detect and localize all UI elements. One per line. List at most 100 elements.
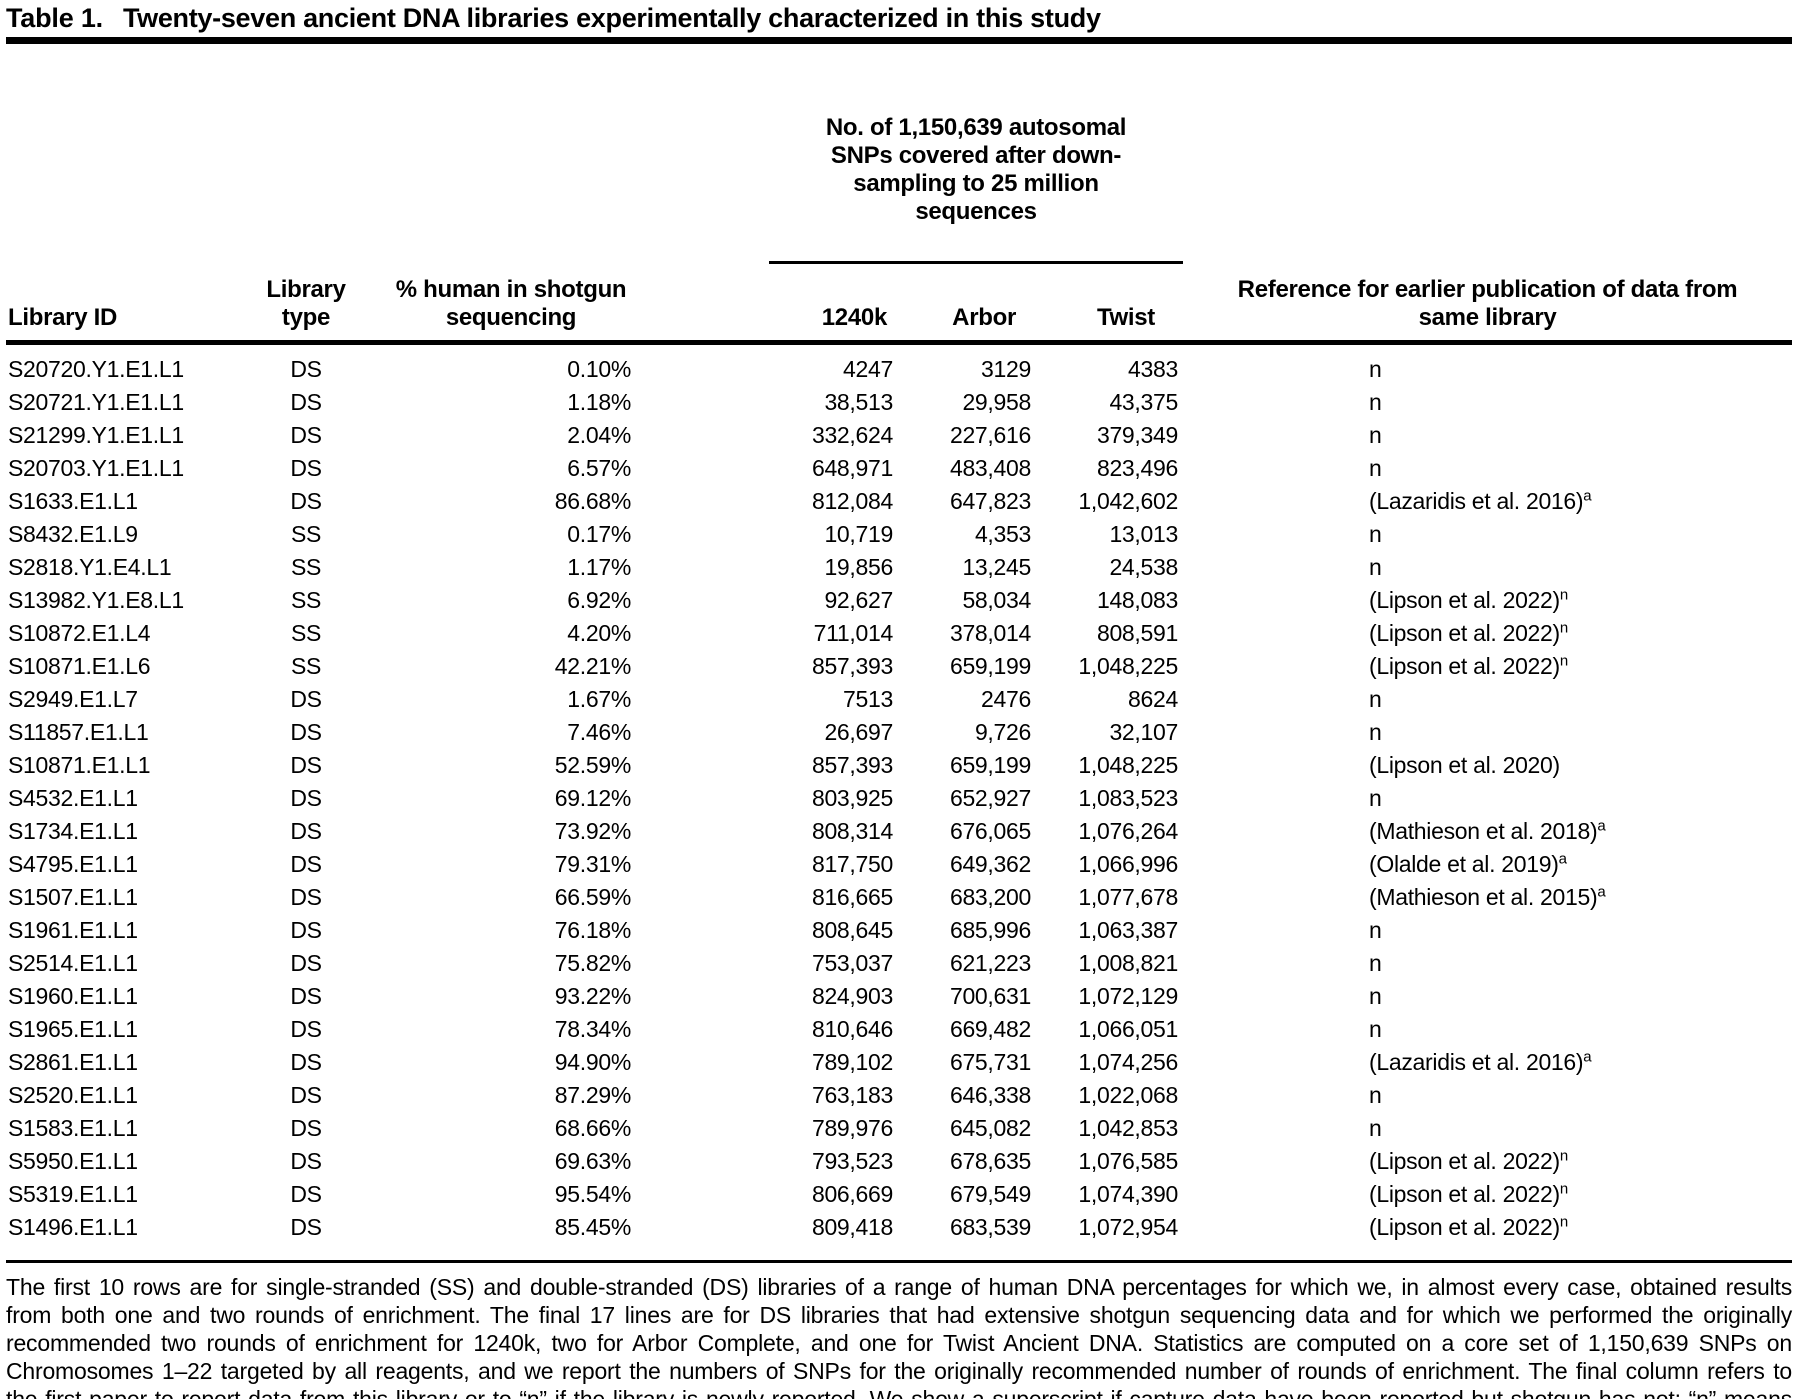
pct-human-cell: 69.63% — [554, 1148, 632, 1174]
snps-arbor-cell: 700,631 — [949, 983, 1031, 1009]
pct-human-cell: 85.45% — [554, 1214, 632, 1240]
library-id-cell: S2861.E1.L1 — [8, 1049, 138, 1075]
snps-twist-cell: 4383 — [1128, 356, 1178, 382]
pct-human-cell: 42.21% — [554, 653, 632, 679]
pct-human-cell: 6.57% — [567, 455, 631, 481]
library-type-cell: DS — [290, 983, 322, 1009]
snps-arbor-cell: 676,065 — [949, 818, 1031, 844]
col-header-library-id: Library ID — [6, 56, 241, 345]
library-id-cell: S1507.E1.L1 — [8, 884, 138, 910]
library-id-cell: S1633.E1.L1 — [8, 488, 138, 514]
reference-cell: n — [1183, 452, 1792, 485]
library-type-cell: SS — [290, 554, 322, 580]
library-type-cell: DS — [290, 422, 322, 448]
snps-twist-cell: 1,048,225 — [1078, 653, 1178, 679]
reference-text: n — [1369, 422, 1382, 448]
reference-cell: n — [1183, 386, 1792, 419]
col-header-pct-human: % human in shotgun sequencing — [371, 56, 651, 345]
reference-text: n — [1369, 1082, 1382, 1108]
snps-arbor-cell: 678,635 — [949, 1148, 1031, 1174]
snps-twist-cell: 148,083 — [1096, 587, 1178, 613]
reference-cell: n — [1183, 343, 1792, 387]
snps-1240k-cell: 803,925 — [811, 785, 893, 811]
table-row: S1961.E1.L1 DS 76.18% 808,645 685,996 1,063,3… — [6, 914, 1792, 947]
library-type-cell: SS — [290, 653, 322, 679]
reference-cell: n — [1183, 1079, 1792, 1112]
snps-twist-cell: 1,074,390 — [1078, 1181, 1178, 1207]
snps-1240k-cell: 808,314 — [811, 818, 893, 844]
pct-human-cell: 69.12% — [554, 785, 632, 811]
library-type-cell: DS — [290, 1181, 322, 1207]
library-id-cell: S11857.E1.L1 — [8, 719, 149, 745]
snps-1240k-cell: 809,418 — [811, 1214, 893, 1240]
table-row: S1633.E1.L1 DS 86.68% 812,084 647,823 1,042,6… — [6, 485, 1792, 518]
pct-human-cell: 95.54% — [554, 1181, 632, 1207]
table-row: S13982.Y1.E8.L1 SS 6.92% 92,627 58,034 148,08… — [6, 584, 1792, 617]
group-header-underline: No. of 1,150,639 autosomal SNPs covered … — [769, 84, 1183, 264]
reference-cell: (Olalde et al. 2019)a — [1183, 848, 1792, 881]
snps-arbor-cell: 646,338 — [949, 1082, 1031, 1108]
snps-1240k-cell: 816,665 — [811, 884, 893, 910]
library-id-cell: S5950.E1.L1 — [8, 1148, 138, 1174]
library-id-cell: S1960.E1.L1 — [8, 983, 138, 1009]
snps-twist-cell: 1,072,129 — [1078, 983, 1178, 1009]
col-header-1240k: 1240k — [651, 292, 901, 345]
reference-superscript: a — [1558, 850, 1567, 868]
snps-arbor-cell: 227,616 — [949, 422, 1031, 448]
pct-human-cell: 6.92% — [567, 587, 631, 613]
snps-twist-cell: 1,008,821 — [1078, 950, 1178, 976]
reference-cell: n — [1183, 782, 1792, 815]
library-type-cell: DS — [290, 818, 322, 844]
pct-human-cell: 2.04% — [567, 422, 631, 448]
pct-human-cell: 76.18% — [554, 917, 632, 943]
reference-text: (Olalde et al. 2019) — [1369, 851, 1559, 877]
library-type-cell: DS — [290, 785, 322, 811]
table-row: S4795.E1.L1 DS 79.31% 817,750 649,362 1,066,9… — [6, 848, 1792, 881]
reference-cell: (Lazaridis et al. 2016)a — [1183, 485, 1792, 518]
snps-1240k-cell: 4247 — [843, 356, 893, 382]
pct-human-cell: 79.31% — [554, 851, 632, 877]
table-row: S20721.Y1.E1.L1 DS 1.18% 38,513 29,958 43,375… — [6, 386, 1792, 419]
snps-arbor-cell: 378,014 — [949, 620, 1031, 646]
library-id-cell: S10871.E1.L1 — [8, 752, 151, 778]
reference-text: n — [1369, 785, 1382, 811]
table-footnote: The first 10 rows are for single-strande… — [6, 1274, 1792, 1399]
snps-arbor-cell: 649,362 — [949, 851, 1031, 877]
snps-twist-cell: 1,066,051 — [1078, 1016, 1178, 1042]
reference-text: n — [1369, 1016, 1382, 1042]
table-row: S11857.E1.L1 DS 7.46% 26,697 9,726 32,107 n — [6, 716, 1792, 749]
snps-twist-cell: 1,022,068 — [1078, 1082, 1178, 1108]
library-type-cell: SS — [290, 620, 322, 646]
library-type-cell: DS — [290, 488, 322, 514]
table-number-label: Table 1. — [6, 3, 103, 33]
reference-text: (Lipson et al. 2022) — [1369, 1181, 1560, 1207]
library-id-cell: S10872.E1.L4 — [8, 620, 151, 646]
reference-superscript: a — [1597, 883, 1606, 901]
library-type-cell: DS — [290, 752, 322, 778]
table-row: S20720.Y1.E1.L1 DS 0.10% 4247 3129 4383 n — [6, 343, 1792, 387]
library-type-cell: DS — [290, 686, 322, 712]
library-id-cell: S10871.E1.L6 — [8, 653, 151, 679]
table-row: S10871.E1.L1 DS 52.59% 857,393 659,199 1,048,… — [6, 749, 1792, 782]
reference-cell: n — [1183, 518, 1792, 551]
snps-arbor-cell: 659,199 — [949, 752, 1031, 778]
library-id-cell: S2949.E1.L7 — [8, 686, 138, 712]
library-id-cell: S4532.E1.L1 — [8, 785, 138, 811]
snps-twist-cell: 1,074,256 — [1078, 1049, 1178, 1075]
snps-twist-cell: 32,107 — [1109, 719, 1178, 745]
snps-1240k-cell: 789,976 — [811, 1115, 893, 1141]
table-row: S20703.Y1.E1.L1 DS 6.57% 648,971 483,408 823,… — [6, 452, 1792, 485]
snps-1240k-cell: 812,084 — [811, 488, 893, 514]
reference-superscript: n — [1559, 1180, 1569, 1198]
table-row: S1734.E1.L1 DS 73.92% 808,314 676,065 1,076,2… — [6, 815, 1792, 848]
library-type-cell: SS — [290, 521, 322, 547]
table-row: S2514.E1.L1 DS 75.82% 753,037 621,223 1,008,8… — [6, 947, 1792, 980]
library-type-cell: DS — [290, 389, 322, 415]
snps-twist-cell: 1,083,523 — [1078, 785, 1178, 811]
snps-arbor-cell: 683,200 — [949, 884, 1031, 910]
snps-twist-cell: 1,063,387 — [1078, 917, 1178, 943]
library-type-cell: DS — [290, 1214, 322, 1240]
col-header-reference: Reference for earlier publication of dat… — [1183, 56, 1792, 345]
snps-arbor-cell: 675,731 — [949, 1049, 1031, 1075]
reference-text: n — [1369, 719, 1382, 745]
